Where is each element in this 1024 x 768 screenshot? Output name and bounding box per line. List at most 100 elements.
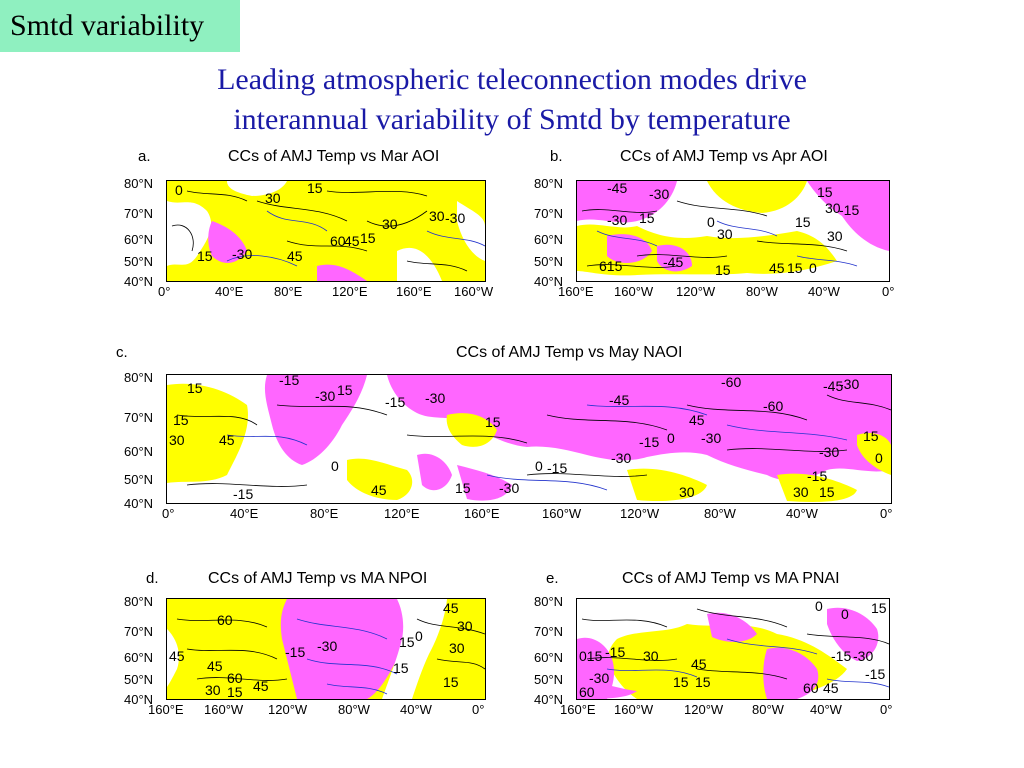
contour-label: 0: [707, 214, 715, 230]
lon-label: 160°E: [464, 506, 500, 521]
correlation-map: 15 -15 -30 15 -15 -30 15 30 45 0 -15 15 …: [167, 375, 891, 503]
contour-label: 0: [535, 458, 543, 474]
map-panel-d: d. CCs of AMJ Temp vs MA NPOI 80°N 70°N …: [118, 570, 498, 730]
correlation-map: 0 15 0 -15 -30 015 -15 30 45 -30 60 15 1…: [577, 599, 889, 699]
contour-label: 15: [173, 412, 189, 428]
contour-label: 0: [809, 260, 817, 276]
panel-title: CCs of AMJ Temp vs May NAOI: [456, 344, 683, 361]
contour-label: -30: [839, 376, 859, 392]
contour-label: 60: [227, 670, 243, 686]
contour-label: 15: [399, 634, 415, 650]
lat-label: 80°N: [534, 594, 564, 609]
lon-label: 160°W: [614, 284, 654, 299]
lat-label: 60°N: [124, 650, 154, 665]
contour-label: 15: [639, 210, 655, 226]
lon-label: 40°W: [400, 702, 432, 717]
lon-label: 160°E: [558, 284, 594, 299]
contour-label: -15: [865, 666, 885, 682]
contour-label: 15: [817, 184, 833, 200]
map-plot-area: 15 -15 -30 15 -15 -30 15 30 45 0 -15 15 …: [166, 374, 892, 504]
contour-label: 30: [205, 682, 221, 698]
contour-label: 45: [691, 656, 707, 672]
lat-label: 60°N: [534, 232, 564, 247]
contour-label: 15: [227, 684, 243, 699]
contour-label: 60: [803, 680, 819, 696]
lon-label: 0°: [882, 284, 895, 299]
lon-label: 120°W: [620, 506, 660, 521]
lon-label: 0°: [880, 506, 893, 521]
map-plot-area: 60 -15 -30 15 0 45 30 30 15 45 60 45 30 …: [166, 598, 486, 700]
contour-label: 45: [207, 658, 223, 674]
contour-label: -15: [547, 460, 567, 476]
lat-label: 50°N: [534, 672, 564, 687]
lat-label: 70°N: [534, 624, 564, 639]
contour-label: 15: [337, 382, 353, 398]
lat-label: 70°N: [124, 206, 154, 221]
contour-label: -15: [639, 434, 659, 450]
lat-label: 50°N: [124, 672, 154, 687]
lat-label: 80°N: [124, 594, 154, 609]
lon-label: 160°W: [454, 284, 494, 299]
contour-label: -60: [763, 398, 783, 414]
contour-label: 30: [169, 432, 185, 448]
contour-label: -15: [285, 644, 305, 660]
contour-label: -30: [232, 246, 252, 262]
lon-label: 160°W: [542, 506, 582, 521]
map-panel-b: b. CCs of AMJ Temp vs Apr AOI 80°N 70°N …: [518, 148, 908, 308]
contour-label: -30: [853, 648, 873, 664]
map-plot-area: 0 30 15 -30 30 45 -30 60 45 15 30 15: [166, 180, 486, 282]
contour-label: -15: [605, 644, 625, 660]
contour-label: -45: [663, 254, 683, 270]
lon-label: 120°E: [384, 506, 420, 521]
contour-label: -30: [315, 388, 335, 404]
lon-label: 40°W: [786, 506, 818, 521]
lat-label: 60°N: [124, 232, 154, 247]
contour-label: 60: [330, 233, 346, 249]
contour-label: 45: [769, 260, 785, 276]
lon-label: 0°: [162, 506, 175, 521]
lon-label: 160°W: [204, 702, 244, 717]
lat-label: 80°N: [124, 176, 154, 191]
lat-label: 70°N: [124, 624, 154, 639]
slide-tag: Smtd variability: [0, 0, 240, 52]
lat-label: 50°N: [534, 254, 564, 269]
contour-label: 60: [579, 684, 595, 699]
contour-label: 15: [819, 484, 835, 500]
correlation-map: 0 30 15 -30 30 45 -30 60 45 15 30 15: [167, 181, 485, 281]
contour-label: 15: [715, 262, 731, 278]
contour-label: 60: [217, 612, 233, 628]
contour-label: -30: [425, 390, 445, 406]
contour-label: -15: [839, 202, 859, 218]
contour-label: 45: [344, 233, 360, 249]
lon-label: 160°E: [560, 702, 596, 717]
contour-label: -15: [279, 375, 299, 388]
lat-label: 40°N: [124, 496, 154, 511]
panel-title: CCs of AMJ Temp vs MA NPOI: [208, 570, 428, 587]
contour-label: 0: [415, 628, 423, 644]
lon-label: 40°E: [215, 284, 244, 299]
contour-label: 30: [265, 190, 281, 206]
lat-label: 60°N: [124, 444, 154, 459]
contour-label: 45: [219, 432, 235, 448]
contour-label: 45: [443, 600, 459, 616]
contour-label: 15: [455, 480, 471, 496]
lon-label: 160°E: [396, 284, 432, 299]
map-plot-area: -45 -30 15 30 -15 -30 15 0 30 15 30 -45 …: [576, 180, 890, 282]
lon-label: 80°W: [704, 506, 736, 521]
lon-label: 40°E: [230, 506, 259, 521]
lon-label: 80°E: [274, 284, 303, 299]
contour-label: -30: [445, 210, 465, 226]
contour-label: 45: [823, 680, 839, 696]
contour-label: 0: [667, 430, 675, 446]
lat-label: 80°N: [124, 370, 154, 385]
contour-label: 45: [371, 482, 387, 498]
contour-label: -45: [609, 392, 629, 408]
contour-label: 615: [599, 258, 623, 274]
panel-title: CCs of AMJ Temp vs Mar AOI: [228, 148, 440, 165]
lon-label: 40°W: [810, 702, 842, 717]
contour-label: 45: [689, 412, 705, 428]
contour-label: 30: [643, 648, 659, 664]
correlation-map: -45 -30 15 30 -15 -30 15 0 30 15 30 -45 …: [577, 181, 889, 281]
lat-label: 50°N: [124, 254, 154, 269]
lon-label: 120°W: [268, 702, 308, 717]
